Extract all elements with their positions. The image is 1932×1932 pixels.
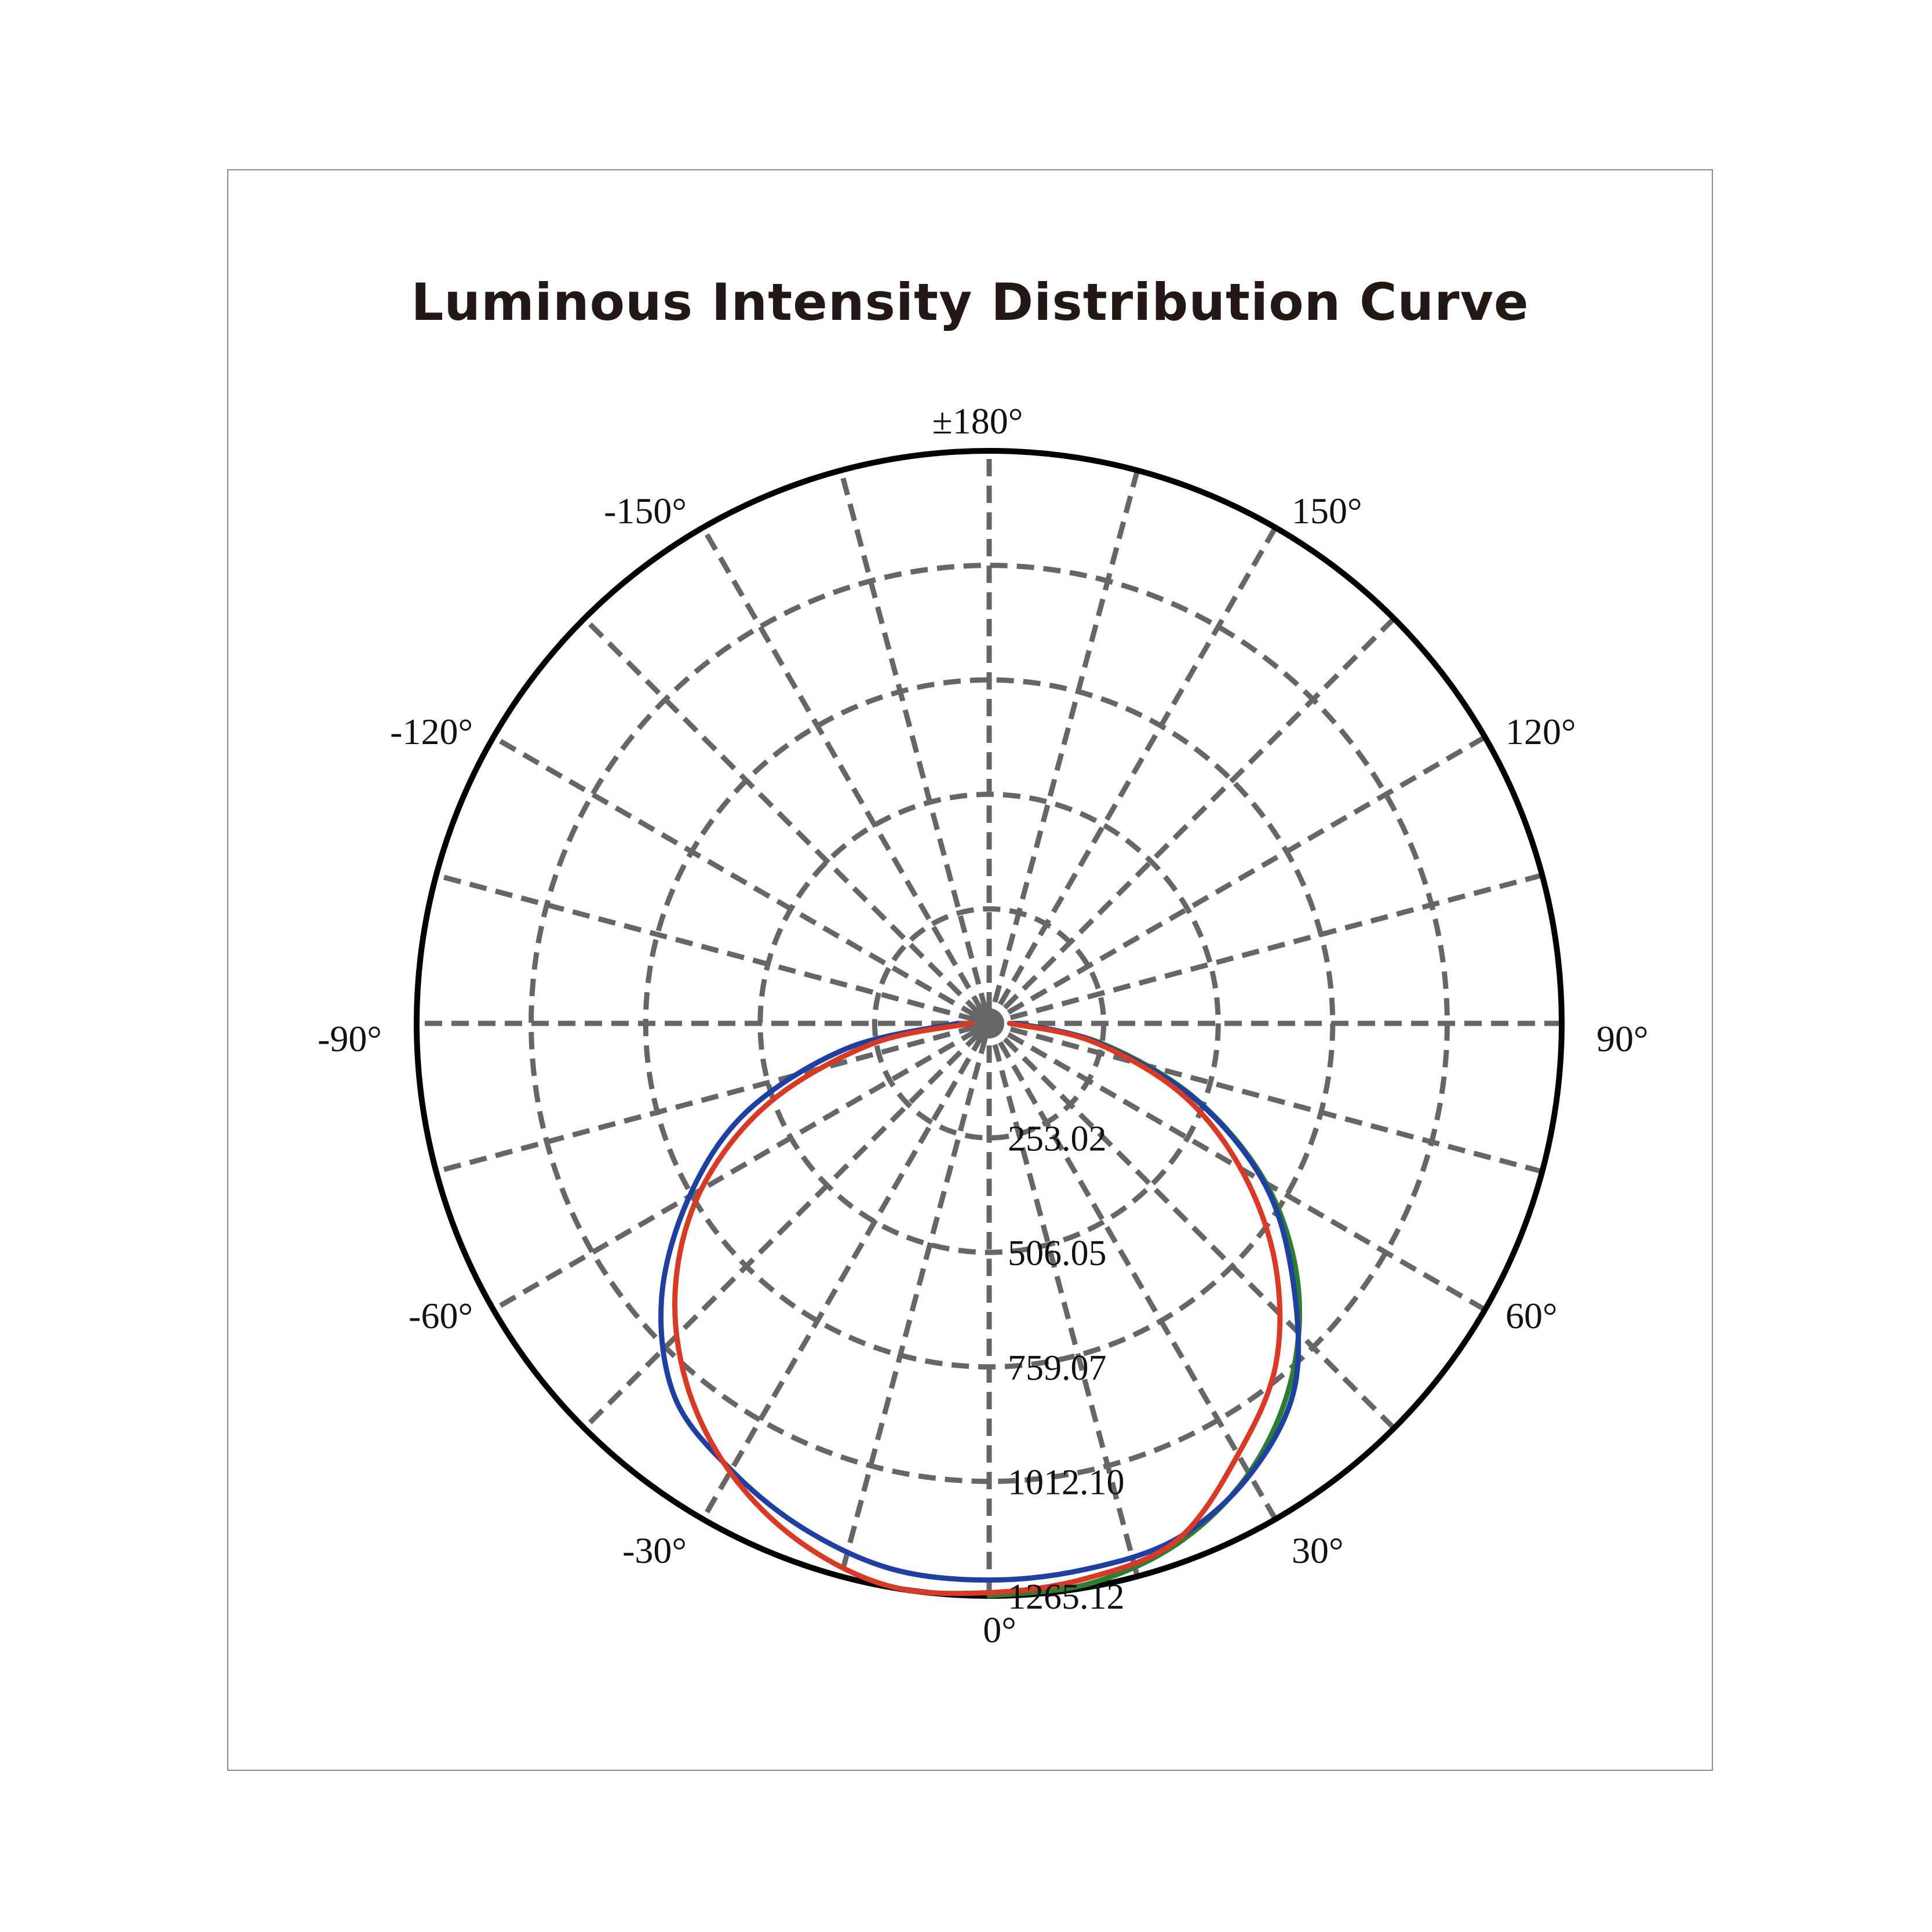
grid-rings	[528, 563, 1450, 1484]
radial-tick-label-0: 253.02	[1008, 1120, 1107, 1159]
grid-ring-0	[872, 906, 1107, 1141]
radial-tick-labels: 253.02 506.05 759.07 1012.10 1265.12	[1008, 1120, 1125, 1617]
angle-label-9: -90°	[318, 1018, 382, 1059]
angle-label-2: 60°	[1505, 1295, 1558, 1336]
radial-tick-label-4: 1265.12	[1008, 1577, 1125, 1617]
angle-label-4: 120°	[1505, 711, 1576, 752]
angle-label-6: ±180°	[932, 400, 1023, 442]
curve-series-0	[986, 1020, 1303, 1599]
center-dot	[974, 1008, 1004, 1038]
chart-frame	[227, 169, 1713, 1771]
angle-label-11: -30°	[622, 1530, 687, 1571]
angle-label-10: -60°	[409, 1295, 473, 1336]
angle-label-0: 0°	[983, 1609, 1016, 1650]
angle-label-8: -120°	[390, 711, 473, 752]
angle-label-1: 30°	[1292, 1530, 1344, 1571]
angle-labels: 0° 30° 60° 90° 120° 150° ±180° -150° -120° -90° -6…	[318, 400, 1649, 1650]
radial-tick-label-2: 759.07	[1008, 1348, 1107, 1388]
angle-label-7: -150°	[604, 490, 687, 531]
intensity-curves	[658, 1020, 1303, 1599]
grid-ring-3	[528, 563, 1450, 1484]
curve-series-1	[658, 1020, 1302, 1583]
angle-label-3: 90°	[1596, 1018, 1649, 1059]
curve-series-2	[672, 1020, 1283, 1596]
radial-tick-label-1: 506.05	[1008, 1234, 1107, 1273]
chart-title: Luminous Intensity Distribution Curve	[411, 272, 1529, 332]
angle-label-5: 150°	[1292, 490, 1362, 531]
grid-ring-2	[643, 677, 1336, 1370]
grid-ring-1	[757, 792, 1221, 1255]
radial-tick-label-3: 1012.10	[1008, 1463, 1125, 1502]
